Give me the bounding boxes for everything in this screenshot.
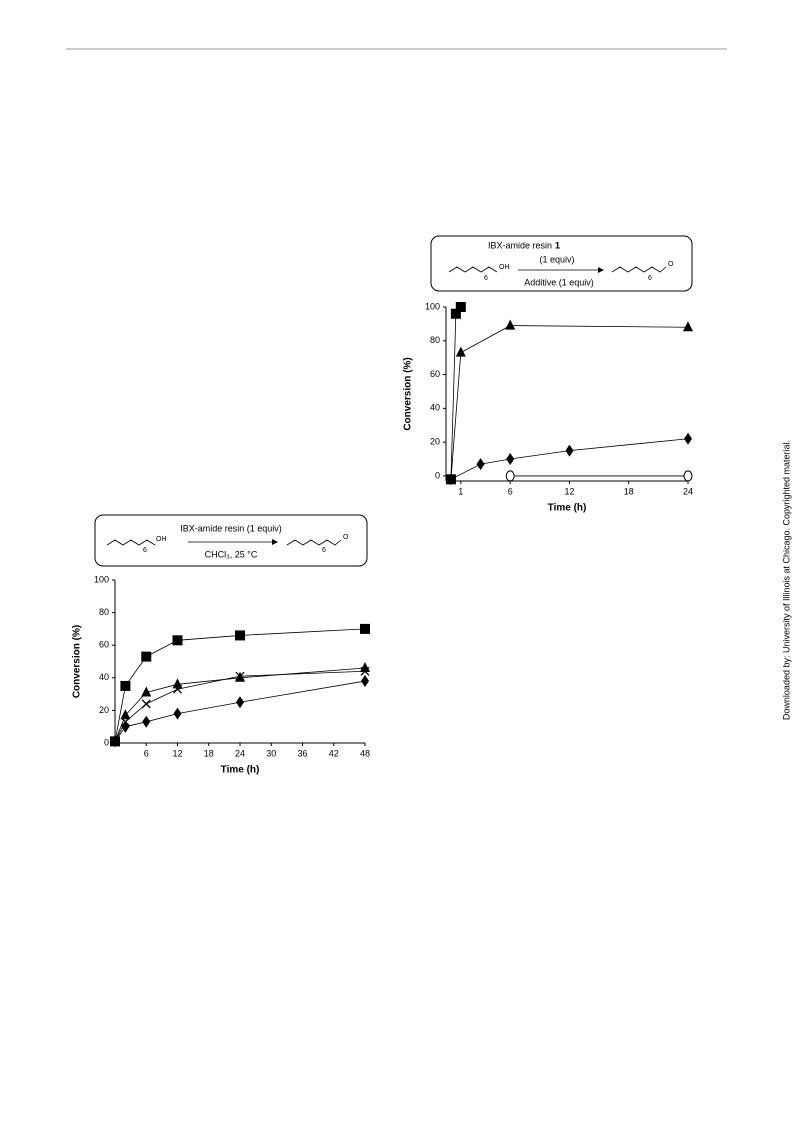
marker: [505, 470, 515, 482]
product-label: O: [668, 261, 674, 268]
x-axis-label: Time (h): [548, 503, 587, 514]
x-tick-label: 6: [144, 748, 149, 758]
marker: [236, 696, 244, 709]
product-index: 6: [322, 547, 326, 554]
marker: [505, 319, 516, 330]
y-tick-label: 60: [430, 369, 440, 379]
marker: [172, 678, 183, 689]
start-label: OH: [156, 536, 167, 543]
marker: [173, 707, 182, 720]
y-tick-label: 40: [430, 403, 440, 413]
marker: [455, 302, 466, 312]
x-tick-label: 48: [360, 748, 370, 758]
y-tick-label: 100: [94, 574, 109, 584]
marker: [142, 715, 151, 728]
marker: [141, 686, 152, 697]
y-tick-label: 0: [104, 737, 109, 747]
x-tick-label: 1: [458, 486, 463, 496]
start-label: OH: [499, 264, 510, 271]
x-tick-label: 24: [235, 748, 245, 758]
x-tick-label: 12: [564, 486, 574, 496]
marker: [360, 623, 370, 634]
additive: Additive (1 equiv): [524, 277, 594, 287]
series-line: [450, 306, 462, 480]
series-line: [450, 325, 689, 480]
marker: [172, 635, 183, 646]
y-tick-label: 20: [430, 437, 440, 447]
conditions: (1 equiv): [539, 254, 574, 264]
conditions: CHCl₃, 25 °C: [205, 549, 258, 559]
x-tick-label: 18: [204, 748, 214, 758]
reagent-number: 1: [555, 240, 560, 250]
marker: [235, 671, 245, 681]
y-tick-label: 20: [99, 705, 109, 715]
y-tick-label: 80: [99, 607, 109, 617]
product-structure: [611, 266, 667, 273]
series-line: [114, 628, 366, 742]
arrow-head: [598, 267, 604, 273]
y-tick-label: 100: [425, 301, 440, 311]
marker: [506, 453, 515, 466]
scheme-box: [94, 514, 368, 567]
marker: [173, 684, 182, 694]
x-tick-label: 12: [172, 748, 182, 758]
series-line: [114, 680, 366, 742]
y-axis-label: Conversion (%): [403, 357, 414, 430]
y-axis-label: Conversion (%): [72, 625, 83, 698]
marker: [455, 346, 466, 357]
marker: [565, 444, 574, 457]
y-tick-label: 80: [430, 335, 440, 345]
x-tick-label: 42: [329, 748, 339, 758]
y-tick-label: 0: [435, 470, 440, 480]
marker: [141, 651, 152, 662]
marker: [683, 321, 693, 332]
marker: [235, 630, 245, 641]
marker: [120, 709, 131, 720]
marker: [684, 432, 692, 445]
reagent: IBX-amide resin: [488, 240, 552, 250]
watermark: Downloaded by: University of Illinois at…: [781, 440, 791, 720]
start-structure: [448, 266, 498, 273]
reagent: IBX-amide resin (1 equiv): [180, 523, 282, 533]
arrow-head: [272, 539, 278, 545]
x-tick-label: 24: [683, 486, 693, 496]
marker: [121, 720, 130, 733]
x-tick-label: 36: [297, 748, 307, 758]
marker: [141, 699, 151, 709]
x-axis-label: Time (h): [221, 765, 260, 776]
start-structure: [106, 539, 156, 546]
marker: [120, 680, 131, 691]
x-tick-label: 30: [266, 748, 276, 758]
start-index: 6: [143, 547, 147, 554]
marker: [361, 675, 369, 688]
product-structure: [286, 539, 342, 546]
marker: [111, 735, 119, 748]
marker: [476, 458, 485, 471]
marker: [683, 470, 693, 482]
x-tick-label: 18: [624, 486, 634, 496]
y-tick-label: 60: [99, 640, 109, 650]
marker: [450, 308, 461, 319]
x-tick-label: 6: [508, 486, 513, 496]
y-tick-label: 40: [99, 672, 109, 682]
scheme-box: [430, 235, 693, 292]
start-index: 6: [484, 275, 488, 282]
marker: [446, 473, 455, 486]
product-index: 6: [648, 275, 652, 282]
product-label: O: [343, 534, 349, 541]
marker: [360, 666, 370, 676]
